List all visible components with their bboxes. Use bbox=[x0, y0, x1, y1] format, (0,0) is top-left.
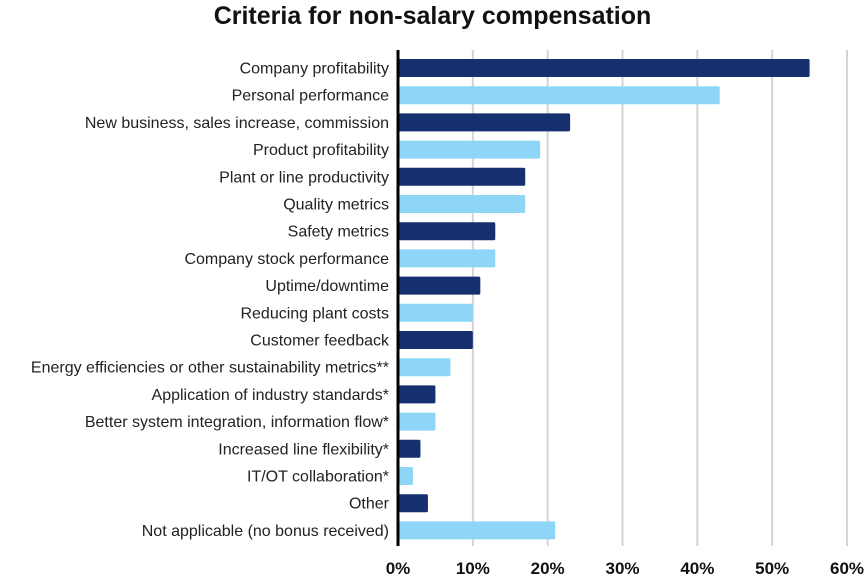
bar bbox=[398, 303, 473, 322]
category-label: Reducing plant costs bbox=[240, 305, 389, 322]
chart-title: Criteria for non-salary compensation bbox=[213, 2, 652, 30]
x-tick-label: 60% bbox=[830, 559, 864, 578]
x-tick-label: 40% bbox=[680, 559, 714, 578]
category-label: Customer feedback bbox=[250, 333, 390, 350]
category-label: Better system integration, information f… bbox=[85, 414, 389, 431]
bar bbox=[398, 249, 496, 268]
x-tick-label: 20% bbox=[531, 559, 565, 578]
x-tick-label: 50% bbox=[755, 559, 789, 578]
category-label: Plant or line productivity bbox=[219, 169, 389, 186]
category-label: Other bbox=[349, 496, 390, 513]
bar bbox=[398, 59, 810, 77]
category-label: Product profitability bbox=[253, 142, 389, 159]
category-label: New business, sales increase, commission bbox=[85, 115, 389, 132]
x-tick-label: 10% bbox=[456, 559, 490, 578]
bar bbox=[398, 385, 436, 404]
bar bbox=[398, 113, 571, 132]
category-label: Uptime/downtime bbox=[265, 278, 389, 295]
bar bbox=[398, 140, 541, 159]
category-label: Company stock performance bbox=[184, 251, 389, 268]
category-label: Increased line flexibility* bbox=[218, 441, 389, 458]
category-label: Personal performance bbox=[232, 88, 390, 105]
bar bbox=[398, 167, 526, 186]
bar bbox=[398, 331, 473, 349]
bar bbox=[398, 222, 496, 241]
bar bbox=[398, 467, 413, 485]
bar bbox=[398, 86, 720, 105]
category-label: Company profitability bbox=[240, 61, 389, 78]
bar bbox=[398, 494, 428, 513]
category-label: Not applicable (no bonus received) bbox=[142, 523, 389, 540]
category-label: Safety metrics bbox=[288, 224, 389, 241]
bar bbox=[398, 412, 436, 431]
bar bbox=[398, 358, 451, 377]
category-label: Quality metrics bbox=[283, 197, 389, 214]
category-label: Energy efficiencies or other sustainabil… bbox=[31, 360, 389, 377]
category-label: IT/OT collaboration* bbox=[247, 469, 389, 486]
x-tick-label: 30% bbox=[605, 559, 639, 578]
category-label: Application of industry standards* bbox=[152, 387, 389, 404]
bar bbox=[398, 521, 556, 540]
bar bbox=[398, 195, 526, 213]
bar bbox=[398, 439, 421, 458]
bar bbox=[398, 276, 481, 295]
x-tick-label: 0% bbox=[386, 559, 411, 578]
